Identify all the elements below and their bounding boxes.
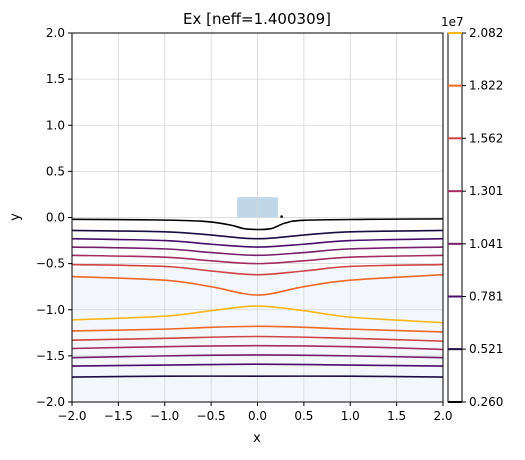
x-tick-label: 1.0	[341, 409, 360, 423]
colorbar-frame	[447, 32, 463, 403]
y-tick-label: −0.5	[36, 257, 65, 271]
y-tick-label: 0.5	[46, 164, 65, 178]
contour-line-2.082	[71, 305, 444, 324]
contour-dot	[280, 215, 283, 218]
y-tick-label: 1.0	[46, 118, 65, 132]
x-tick-label: −2.0	[57, 409, 86, 423]
colorbar-tick-label: 1.562	[469, 131, 503, 145]
y-tick-label: −1.0	[36, 303, 65, 317]
contour-line-1.562	[71, 335, 444, 342]
contour-line-1.822	[71, 273, 444, 296]
contour-line-1.301	[71, 254, 444, 265]
contour-line-1.301	[71, 344, 444, 351]
colorbar-multiplier: 1e7	[441, 15, 464, 29]
colorbar-tick-label: 2.082	[469, 26, 503, 40]
contour-line-1.562	[71, 263, 444, 276]
y-tick-label: −1.5	[36, 349, 65, 363]
y-tick-label: 0.0	[46, 211, 65, 225]
y-ticks: 2.0 1.5 1.0 0.5 0.0 −0.5 −1.0 −1.5 −2.0	[36, 26, 72, 409]
chart-title: Ex [neff=1.400309]	[183, 10, 331, 28]
x-tick-label: −1.5	[104, 409, 133, 423]
x-tick-label: 0.0	[248, 409, 267, 423]
contour-line-0.781	[71, 363, 444, 367]
x-tick-label: 1.5	[387, 409, 406, 423]
contour-line-1.041	[71, 246, 444, 257]
colorbar-tick-label: 1.041	[469, 237, 503, 251]
x-tick-label: −1.0	[150, 409, 179, 423]
x-ticks: −2.0 −1.5 −1.0 −0.5 0.0 0.5 1.0 1.5 2.0	[57, 402, 453, 423]
colorbar: 0.260 0.521 0.781 1.041 1.301 1.562 1.822 2.082	[447, 26, 503, 409]
contour-line-0.521	[71, 375, 444, 378]
x-tick-label: −0.5	[197, 409, 226, 423]
x-tick-label: 0.5	[294, 409, 313, 423]
y-tick-label: −2.0	[36, 395, 65, 409]
contour-line-1.822	[71, 325, 444, 333]
colorbar-tick-label: 1.301	[469, 184, 503, 198]
y-tick-label: 2.0	[46, 26, 65, 40]
y-tick-label: 1.5	[46, 72, 65, 86]
contour-line-0.781	[71, 237, 444, 248]
x-tick-label: 2.0	[433, 409, 452, 423]
contour-line-0.260	[71, 218, 444, 231]
colorbar-tick-label: 1.822	[469, 79, 503, 93]
colorbar-tick-label: 0.260	[469, 395, 503, 409]
contour-lines	[71, 215, 444, 378]
contour-line-1.041	[71, 354, 444, 359]
contour-line-0.521	[71, 229, 444, 240]
colorbar-tick-label: 0.521	[469, 342, 503, 356]
x-axis-label: x	[253, 431, 261, 446]
y-axis-label: y	[8, 213, 23, 221]
colorbar-tick-label: 0.781	[469, 289, 503, 303]
